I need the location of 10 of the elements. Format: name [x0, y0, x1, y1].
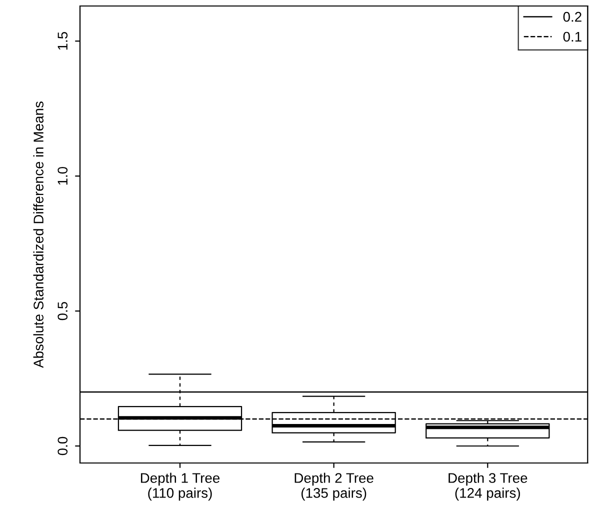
y-tick-label: 1.5	[58, 32, 68, 50]
x-tick-label: Depth 3 Tree (124 pairs)	[448, 472, 528, 501]
y-tick-label: 0.0	[58, 436, 68, 456]
legend-label: 0.1	[563, 32, 582, 42]
x-tick-label: Depth 1 Tree (110 pairs)	[140, 472, 220, 501]
y-axis-title: Absolute Standardized Difference in Means	[33, 102, 44, 368]
y-tick-label: 1.0	[58, 166, 68, 185]
x-tick-label: Depth 2 Tree (135 pairs)	[294, 472, 374, 501]
legend-label: 0.2	[563, 12, 582, 22]
y-tick-label: 0.5	[58, 302, 68, 320]
